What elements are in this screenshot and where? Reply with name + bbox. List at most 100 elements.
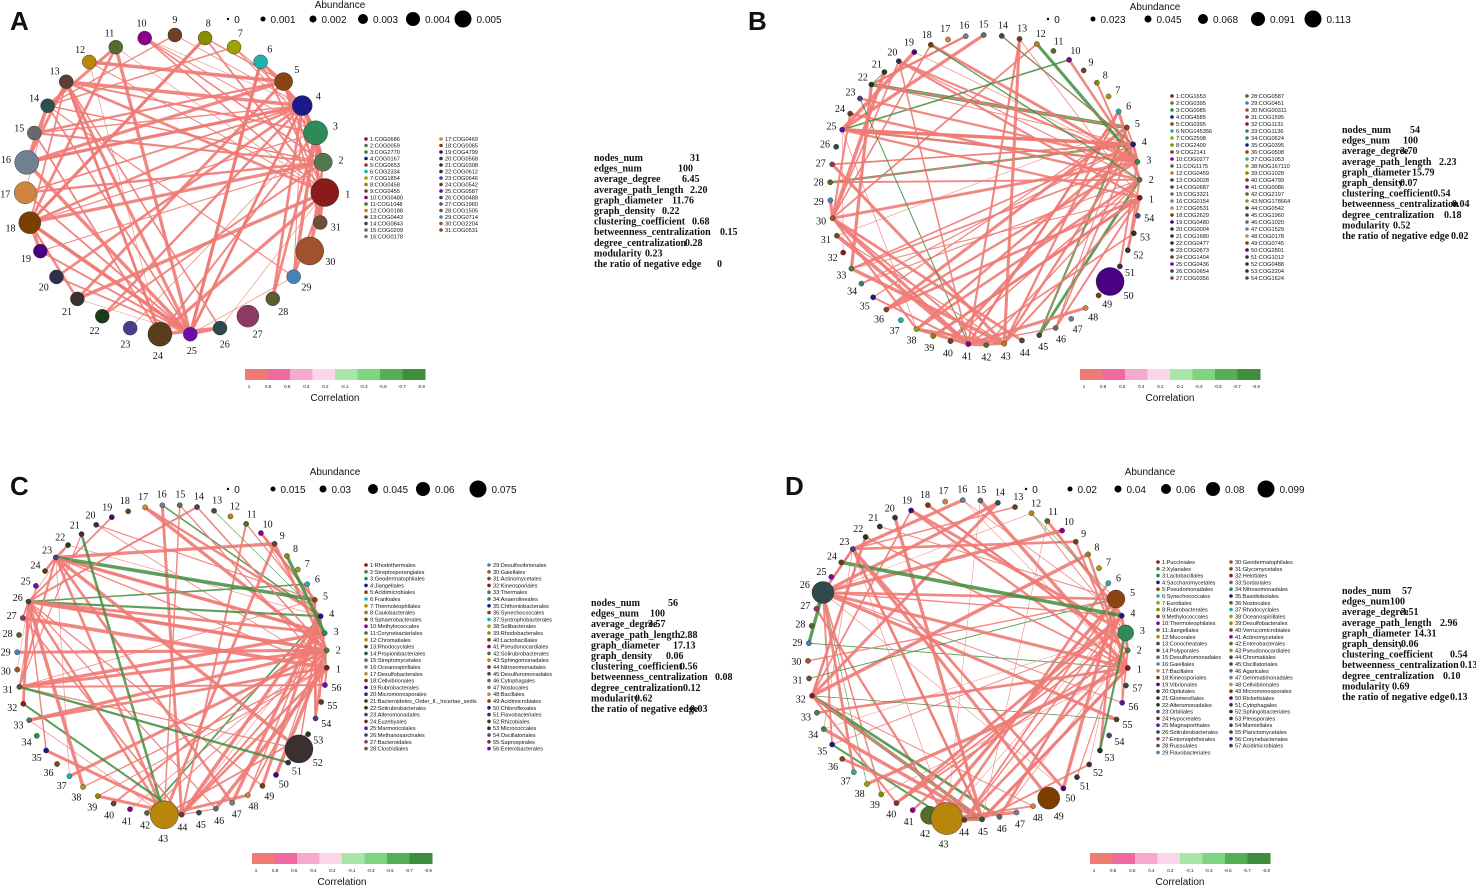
node-label: 54: [1114, 737, 1124, 748]
stat-value: 0.15: [720, 227, 738, 238]
nodes: 1234567891011121314151617181920212223242…: [791, 484, 1145, 850]
node-22: [862, 534, 869, 540]
node-34: [820, 726, 827, 732]
edge: [179, 504, 328, 669]
node-43: [1001, 340, 1008, 347]
node-45: [979, 816, 985, 823]
node-label: 1: [1137, 665, 1142, 676]
stat-value: 11.76: [672, 195, 694, 206]
abundance-dot: [1090, 16, 1096, 22]
edge: [40, 161, 324, 252]
node-47: [1068, 315, 1075, 322]
legend-dot: [1245, 94, 1249, 98]
node-15: [977, 497, 984, 504]
edge: [1054, 143, 1134, 329]
node-41: [965, 341, 972, 347]
stat-key: clustering_coefficient: [594, 217, 686, 228]
node-53: [1131, 230, 1137, 237]
legend-item: 25:COG0587: [445, 189, 478, 195]
legend-dot: [439, 176, 443, 180]
abundance-dot: [319, 485, 327, 493]
legend-dot: [487, 638, 491, 642]
node-label: 10: [1070, 46, 1080, 57]
abundance-dot: [1206, 482, 1220, 496]
edge: [47, 105, 324, 163]
abundance-dot: [1198, 14, 1208, 24]
abundance-dot: [469, 480, 487, 498]
edge: [811, 694, 983, 821]
legend-item: 27:COG0356: [1176, 276, 1209, 282]
node-legend: 1:Rhodothermales2:Streptosporangiales3:G…: [364, 563, 552, 753]
edge: [46, 105, 192, 335]
stat-value: 0.23: [645, 248, 663, 259]
legend-dot: [1229, 580, 1233, 585]
node-label: 20: [39, 283, 49, 294]
stat-key: graph_diameter: [591, 640, 660, 651]
legend-dot: [1156, 607, 1160, 612]
node-label: 47: [1015, 820, 1025, 831]
node-24: [42, 568, 48, 574]
node-18: [18, 211, 42, 234]
node-label: 21: [70, 521, 80, 532]
legend-dot: [1245, 164, 1249, 168]
legend-dot: [1170, 199, 1174, 203]
legend-dot: [364, 604, 368, 608]
abundance-label: 0.001: [271, 15, 296, 26]
legend-item: 27:Bacteroidales: [370, 740, 412, 746]
legend-dot: [1245, 178, 1249, 182]
node-16: [14, 150, 39, 175]
colorbar-segment: [1170, 369, 1193, 380]
colorbar-tick: -0.5: [386, 868, 394, 873]
node-17: [142, 504, 148, 511]
legend-dot: [1229, 689, 1233, 693]
legend-dot: [1156, 560, 1160, 564]
edge: [55, 556, 325, 634]
edge: [930, 44, 1141, 181]
node-18: [125, 508, 131, 515]
stat-key: average_degree: [1342, 146, 1409, 157]
edge: [811, 695, 898, 804]
stat-value: 100: [678, 164, 693, 175]
edge: [146, 615, 322, 814]
edge: [962, 499, 1122, 616]
node-label: 50: [279, 780, 289, 791]
edge: [850, 267, 1006, 346]
node-label: 29: [814, 197, 824, 208]
node-31: [16, 684, 23, 690]
stat-value: 100: [1390, 597, 1405, 608]
node-label: 23: [846, 88, 856, 99]
node-3: [1134, 159, 1141, 165]
legend-item: 25:Magnaporthales: [1162, 723, 1210, 729]
stat-value: 0.18: [1444, 210, 1462, 221]
legend-item: 3:Geodermatophilales: [370, 577, 425, 583]
node-label: 28: [814, 178, 824, 189]
legend-item: 30:Gaiellales: [493, 570, 526, 576]
node-label: 3: [1140, 626, 1145, 637]
node-label: 2: [339, 155, 344, 166]
legend-item: 7:COG2508: [1176, 136, 1206, 142]
node-50: [1095, 267, 1125, 296]
abundance-label: 0.099: [1280, 485, 1305, 496]
node-30: [829, 215, 836, 221]
legend-item: 6:Frankiales: [370, 597, 401, 603]
abundance-dot: [309, 15, 317, 23]
node-label: 38: [906, 335, 916, 346]
network-stats: nodes_num 56 edges_num 100average_degree3.5…: [591, 598, 733, 715]
node-3: [1117, 624, 1134, 642]
panel-a: A123456789101112131415161718192021222324…: [0, 0, 737, 404]
legend-dot: [1170, 164, 1174, 168]
node-legend: 1:Pucciniales2:Xylariales3:Lactobacillal…: [1156, 560, 1293, 756]
stat-key: modularity: [1342, 681, 1390, 692]
node-16: [159, 502, 166, 509]
stat-value: 0.03: [690, 704, 708, 715]
node-12: [227, 513, 234, 520]
legend-dot: [1170, 136, 1174, 140]
legend-item: 39:Rhodobacterales: [493, 631, 543, 637]
node-33: [26, 717, 32, 723]
colorbar-tick: 0.2: [1157, 384, 1164, 389]
node-26: [25, 598, 32, 605]
abundance-title: Abundance: [310, 467, 361, 478]
node-label: 46: [214, 816, 224, 827]
legend-dot: [1229, 648, 1233, 653]
node-label: 6: [1116, 574, 1121, 585]
